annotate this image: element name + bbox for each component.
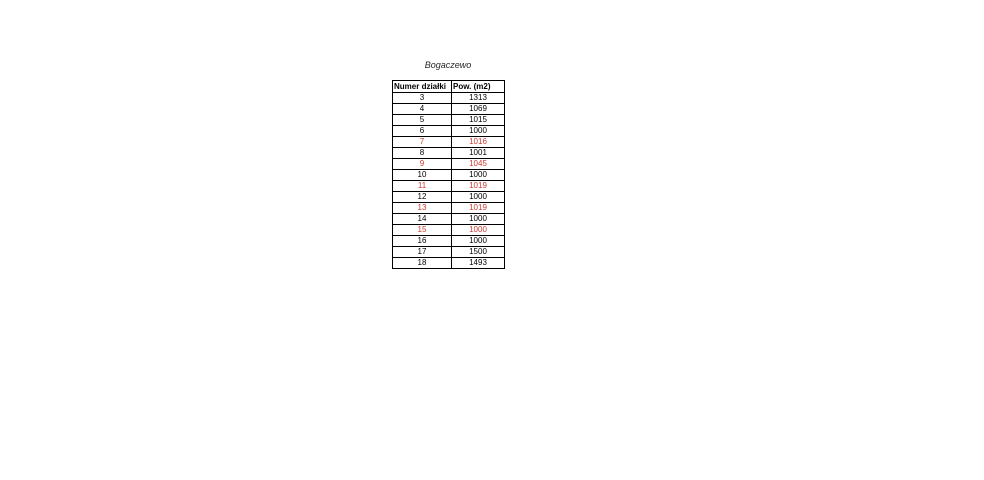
cell-pow-m2: 1000 [451,125,505,137]
table-row: 5 1015 [392,114,505,126]
cell-pow-m2: 1019 [451,180,505,192]
table-body: 3 1313 4 1069 5 1015 6 1000 7 1016 8 1001 9 1045 10 100… [392,92,505,269]
table-row: 18 1493 [392,257,505,269]
cell-pow-m2: 1313 [451,92,505,104]
cell-pow-m2: 1019 [451,202,505,214]
table-row: 10 1000 [392,169,505,181]
column-header-pow-m2: Pow. (m2) [451,80,505,93]
cell-numer-dzialki: 5 [392,114,452,126]
cell-numer-dzialki: 8 [392,147,452,159]
table-row: 17 1500 [392,246,505,258]
cell-pow-m2: 1000 [451,224,505,236]
cell-pow-m2: 1069 [451,103,505,115]
page-title: Bogaczewo [424,60,472,70]
table-row: 3 1313 [392,92,505,104]
cell-pow-m2: 1493 [451,257,505,269]
table-row: 12 1000 [392,191,505,203]
cell-pow-m2: 1000 [451,235,505,247]
table-row: 15 1000 [392,224,505,236]
cell-pow-m2: 1016 [451,136,505,148]
table-row: 6 1000 [392,125,505,137]
cell-numer-dzialki: 17 [392,246,452,258]
cell-numer-dzialki: 4 [392,103,452,115]
cell-numer-dzialki: 13 [392,202,452,214]
cell-pow-m2: 1045 [451,158,505,170]
cell-numer-dzialki: 9 [392,158,452,170]
cell-numer-dzialki: 6 [392,125,452,137]
cell-numer-dzialki: 3 [392,92,452,104]
cell-numer-dzialki: 10 [392,169,452,181]
table-row: 8 1001 [392,147,505,159]
table-row: 4 1069 [392,103,505,115]
table-row: 7 1016 [392,136,505,148]
cell-numer-dzialki: 14 [392,213,452,225]
cell-numer-dzialki: 16 [392,235,452,247]
cell-numer-dzialki: 11 [392,180,452,192]
table-row: 14 1000 [392,213,505,225]
table-row: 11 1019 [392,180,505,192]
cell-numer-dzialki: 7 [392,136,452,148]
table-row: 9 1045 [392,158,505,170]
cell-pow-m2: 1000 [451,213,505,225]
column-header-numer-dzialki: Numer działki [392,80,452,93]
cell-numer-dzialki: 12 [392,191,452,203]
table-row: 16 1000 [392,235,505,247]
cell-pow-m2: 1000 [451,169,505,181]
cell-numer-dzialki: 15 [392,224,452,236]
cell-numer-dzialki: 18 [392,257,452,269]
table-header: Numer działki Pow. (m2) [392,80,505,93]
cell-pow-m2: 1001 [451,147,505,159]
cell-pow-m2: 1015 [451,114,505,126]
table-row: 13 1019 [392,202,505,214]
cell-pow-m2: 1500 [451,246,505,258]
cell-pow-m2: 1000 [451,191,505,203]
parcels-table: Numer działki Pow. (m2) 3 1313 4 1069 5 1015 6… [392,80,505,269]
header-row: Numer działki Pow. (m2) [392,80,505,93]
